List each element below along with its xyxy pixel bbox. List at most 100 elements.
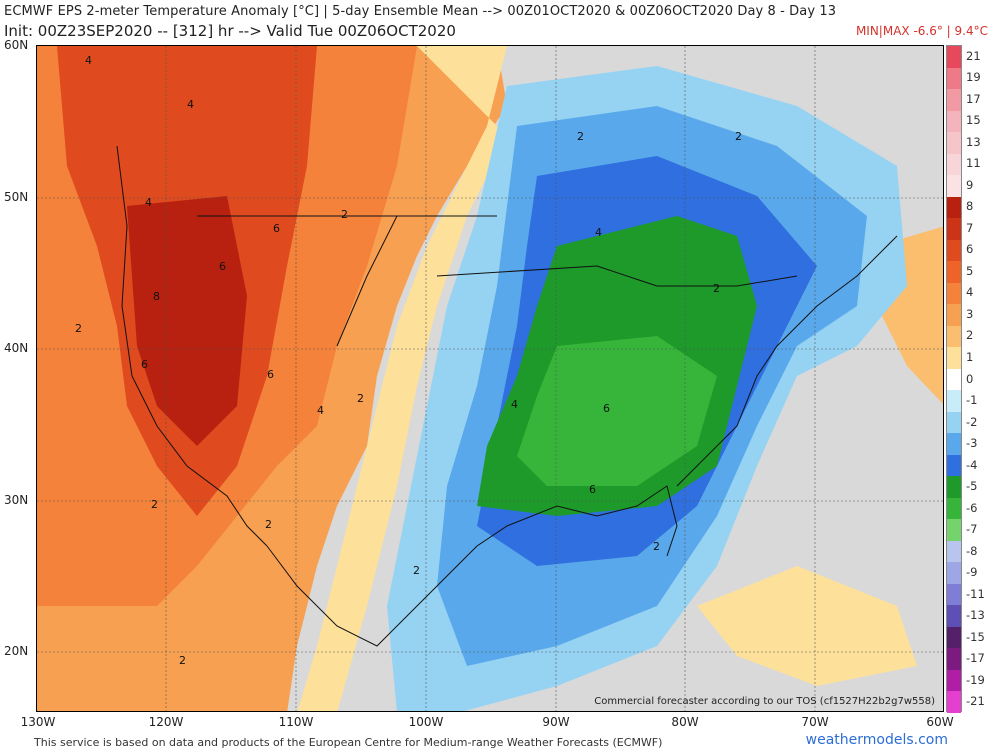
colorbar-segment [947, 433, 961, 455]
colorbar-label: -17 [966, 651, 985, 666]
colorbar-segment [947, 304, 961, 326]
colorbar-segment [947, 46, 961, 68]
contour-label: 4 [145, 196, 152, 209]
lon-label: 60W [926, 715, 954, 729]
colorbar-segment [947, 196, 961, 219]
contour-label: 2 [341, 208, 348, 221]
colorbar-label: 6 [966, 242, 974, 257]
colorbar-label: 8 [966, 199, 974, 214]
contour-label: 4 [187, 98, 194, 111]
coastlines [116, 145, 898, 647]
contour-label: 2 [735, 130, 742, 143]
colorbar-label: 17 [966, 91, 981, 106]
contour-label: 6 [273, 222, 280, 235]
colorbar-segment [947, 648, 961, 670]
colorbar-segment [947, 562, 961, 584]
colorbar-segment [947, 175, 961, 197]
lat-label: 60N [4, 38, 29, 52]
contour-label: 2 [265, 518, 272, 531]
colorbar-segment [947, 605, 961, 627]
colorbar-segment [947, 239, 961, 262]
colorbar-segment [947, 282, 961, 305]
lon-label: 110W [278, 715, 314, 729]
contour-label: 6 [589, 483, 596, 496]
contour-label: 6 [603, 402, 610, 415]
lon-label: 120W [148, 715, 184, 729]
colorbar-segment [947, 110, 961, 133]
lon-label: 80W [671, 715, 699, 729]
contour-label: 6 [219, 260, 226, 273]
colorbar-label: -11 [966, 586, 985, 601]
colorbar-segment [947, 583, 961, 606]
colorbar-label: -15 [966, 629, 985, 644]
lon-label: 130W [20, 715, 56, 729]
colorbar-label: 2 [966, 328, 974, 343]
contour-label: 4 [317, 404, 324, 417]
contour-labels: 4 4 6 4 6 8 6 6 4 2 2 2 2 2 2 2 2 4 6 6 … [75, 54, 742, 667]
contour-label: 2 [653, 540, 660, 553]
lon-label: 90W [542, 715, 570, 729]
contour-label: 2 [75, 322, 82, 335]
contour-label: 4 [511, 398, 518, 411]
colorbar-label: 1 [966, 349, 974, 364]
colorbar-segment [947, 626, 961, 649]
map-title: ECMWF EPS 2-meter Temperature Anomaly [°… [4, 4, 837, 19]
tos-note: Commercial forecaster according to our T… [594, 696, 935, 707]
contour-label: 4 [85, 54, 92, 67]
colorbar [946, 45, 962, 713]
contour-label: 2 [713, 282, 720, 295]
contour-label: 2 [413, 564, 420, 577]
colorbar-segment [947, 347, 961, 369]
colorbar-label: 3 [966, 306, 974, 321]
contour-label: 2 [151, 498, 158, 511]
colorbar-segment [947, 497, 961, 520]
contour-label: 2 [179, 654, 186, 667]
lon-label: 70W [801, 715, 829, 729]
colorbar-label: 13 [966, 134, 981, 149]
colorbar-segment [947, 691, 961, 713]
contour-label: 6 [267, 368, 274, 381]
colorbar-label: 21 [966, 48, 981, 63]
colorbar-label: -8 [966, 543, 978, 558]
contour-label: 8 [153, 290, 160, 303]
colorbar-label: 11 [966, 156, 981, 171]
colorbar-label: -4 [966, 457, 978, 472]
warm-fringe [297, 46, 507, 711]
colorbar-segment [947, 153, 961, 176]
colorbar-label: -6 [966, 500, 978, 515]
colorbar-label: 19 [966, 70, 981, 85]
minmax-readout: MIN|MAX -6.6° | 9.4°C [855, 24, 988, 38]
graticule [37, 46, 943, 711]
colorbar-label: -5 [966, 479, 978, 494]
anomaly-map: 4 4 6 4 6 8 6 6 4 2 2 2 2 2 2 2 2 4 6 6 … [36, 45, 944, 712]
colorbar-label: -21 [966, 694, 985, 709]
colorbar-label: -13 [966, 608, 985, 623]
lat-label: 40N [4, 341, 29, 355]
colorbar-label: -2 [966, 414, 978, 429]
colorbar-segment [947, 67, 961, 90]
brand-link[interactable]: weathermodels.com [805, 732, 948, 748]
colorbar-segment [947, 669, 961, 692]
colorbar-segment [947, 519, 961, 541]
colorbar-segment [947, 218, 961, 240]
colorbar-label: 5 [966, 263, 974, 278]
colorbar-label: 4 [966, 285, 974, 300]
colorbar-label: 0 [966, 371, 974, 386]
init-line: Init: 00Z23SEP2020 -- [312] hr --> Valid… [4, 22, 456, 40]
contour-label: 2 [357, 392, 364, 405]
colorbar-segment [947, 89, 961, 111]
lon-label: 100W [408, 715, 444, 729]
colorbar-segment [947, 325, 961, 348]
colorbar-label: -7 [966, 522, 978, 537]
colorbar-segment [947, 390, 961, 412]
map-svg: 4 4 6 4 6 8 6 6 4 2 2 2 2 2 2 2 2 4 6 6 … [37, 46, 943, 711]
contour-label: 4 [595, 226, 602, 239]
caribbean-warm [697, 566, 917, 686]
colorbar-label: -19 [966, 672, 985, 687]
lat-label: 30N [4, 493, 29, 507]
colorbar-label: -9 [966, 565, 978, 580]
colorbar-label: 7 [966, 220, 974, 235]
colorbar-label: -1 [966, 393, 978, 408]
colorbar-segment [947, 368, 961, 391]
lat-label: 50N [4, 190, 29, 204]
